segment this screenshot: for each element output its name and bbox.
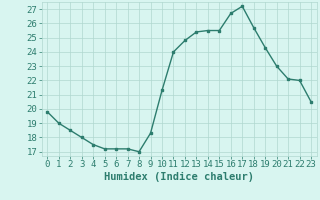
- X-axis label: Humidex (Indice chaleur): Humidex (Indice chaleur): [104, 172, 254, 182]
